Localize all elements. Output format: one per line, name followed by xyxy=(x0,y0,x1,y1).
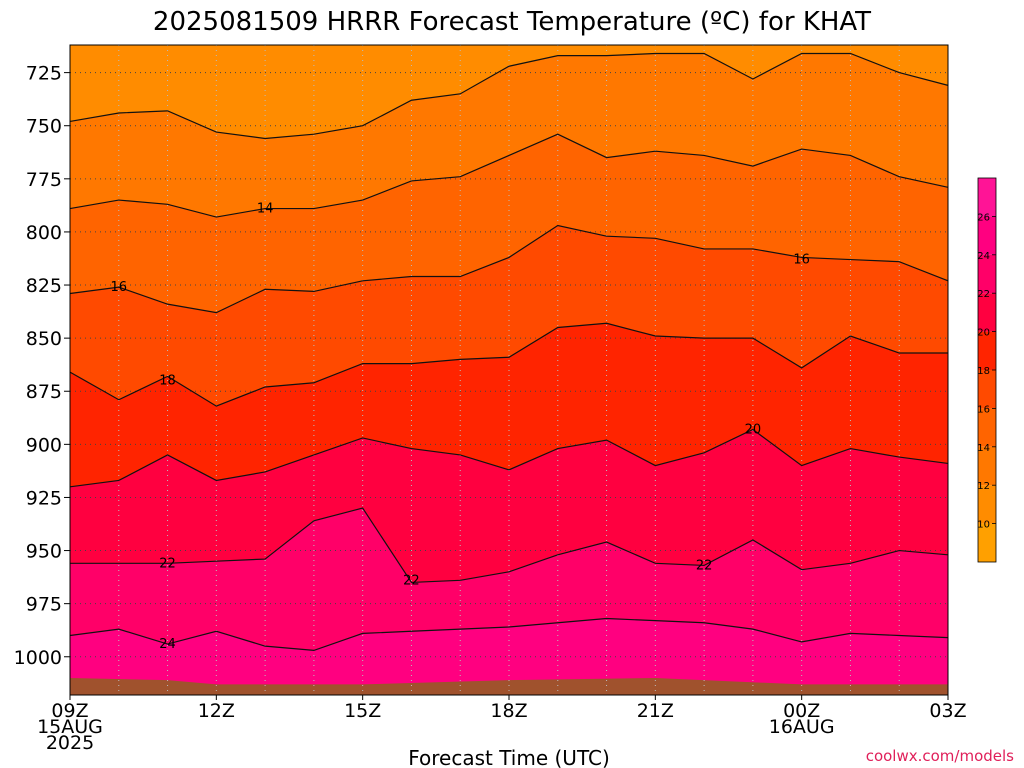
grid-lines xyxy=(70,45,948,695)
colorbar-tick-label: 24 xyxy=(977,251,990,262)
ground-surface xyxy=(70,678,948,695)
x-tick-label: 03Z xyxy=(929,700,966,722)
x-tick-label: 00Z xyxy=(783,700,820,722)
chart-title: 2025081509 HRRR Forecast Temperature (ºC… xyxy=(153,7,871,37)
isotherm-label: 14 xyxy=(257,202,274,217)
colorbar-segment xyxy=(978,216,996,255)
colorbar-segment xyxy=(978,178,996,217)
x-tick-label: 2025 xyxy=(46,732,94,754)
isotherm-16 xyxy=(69,224,949,314)
isotherm-24 xyxy=(69,617,949,652)
colorbar-tick-label: 10 xyxy=(977,520,990,531)
isotherm-label: 24 xyxy=(159,637,176,652)
x-tick-label: 09Z xyxy=(51,700,88,722)
isotherm-label: 22 xyxy=(403,573,420,588)
colorbar-tick-label: 16 xyxy=(977,404,990,415)
isotherm-label: 22 xyxy=(159,556,176,571)
y-tick-label: 1000 xyxy=(14,647,62,669)
colorbar-segment xyxy=(978,293,996,332)
isotherm-labels: 14 16 16 18 20 22 22 22 24 xyxy=(111,202,810,652)
y-tick-label: 975 xyxy=(26,594,62,616)
colorbar-segment xyxy=(978,331,996,370)
x-tick-label: 15Z xyxy=(344,700,381,722)
y-tick-label: 750 xyxy=(26,116,62,138)
colorbar-segment xyxy=(978,485,996,524)
isotherm-18 xyxy=(69,322,948,407)
isotherm-22 xyxy=(70,507,949,584)
y-tick-label: 725 xyxy=(26,63,62,85)
x-tick-label: 18Z xyxy=(490,700,527,722)
isotherm-label: 22 xyxy=(696,558,713,573)
isotherm-label: 16 xyxy=(793,253,810,268)
colorbar-tick-label: 12 xyxy=(977,481,990,492)
y-tick-label: 925 xyxy=(26,487,62,509)
ground-fill xyxy=(70,678,948,695)
y-tick-label: 875 xyxy=(26,381,62,403)
colorbar-tick-label: 20 xyxy=(977,328,990,339)
isotherm-14 xyxy=(69,133,949,218)
isotherm-20 xyxy=(69,428,949,488)
y-tick-label: 850 xyxy=(26,328,62,350)
y-tick-label: 950 xyxy=(26,541,62,563)
colorbar-tick-label: 22 xyxy=(977,289,990,300)
colorbar-segment xyxy=(978,254,996,294)
y-tick-label: 900 xyxy=(26,434,62,456)
y-tick-label: 800 xyxy=(26,222,62,244)
colorbar-segment xyxy=(978,523,996,562)
x-tick-label: 16AUG xyxy=(769,716,835,738)
x-tick-label: 15AUG xyxy=(37,716,103,738)
colorbar-tick-label: 26 xyxy=(977,212,990,223)
band-above-24 xyxy=(70,618,948,695)
colorbar-segment xyxy=(978,446,996,486)
y-axis-ticks: 725 750 775 800 825 850 875 900 925 950 975 1000 xyxy=(14,63,70,669)
y-tick-label: 775 xyxy=(26,169,62,191)
isotherm-label: 20 xyxy=(745,422,762,437)
colorbar-segment xyxy=(978,370,996,409)
isotherm-lines xyxy=(69,52,949,652)
y-tick-label: 825 xyxy=(26,275,62,297)
x-tick-label: 21Z xyxy=(637,700,674,722)
colorbar: 10 12 14 16 18 20 22 24 26 xyxy=(977,177,997,563)
isotherm-label: 18 xyxy=(159,374,176,389)
colorbar-segment xyxy=(978,408,996,447)
x-axis-label: Forecast Time (UTC) xyxy=(408,746,610,768)
isotherm-12 xyxy=(69,52,949,140)
colorbar-tick-label: 14 xyxy=(977,443,990,454)
x-tick-label: 12Z xyxy=(198,700,235,722)
isotherm-label: 16 xyxy=(111,280,128,295)
colorbar-tick-label: 18 xyxy=(977,366,990,377)
credit-text: coolwx.com/models xyxy=(866,747,1014,765)
